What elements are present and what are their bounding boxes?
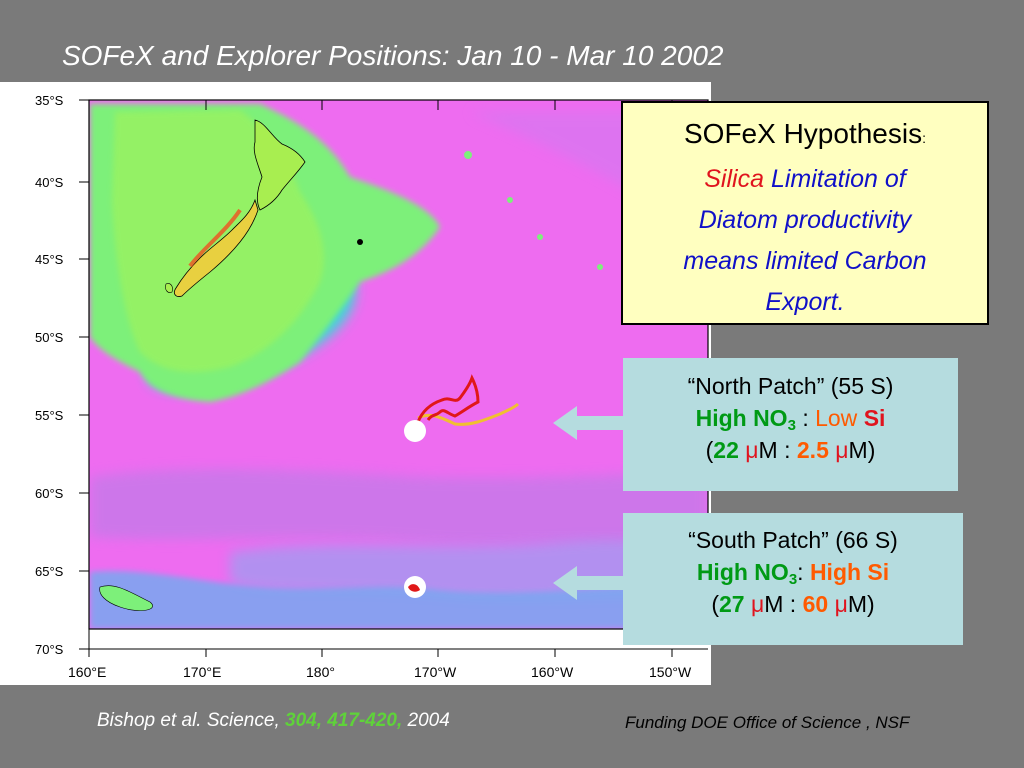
north-close-paren: ) xyxy=(867,437,876,463)
hypothesis-heading: SOFeX Hypothesis: xyxy=(623,113,987,159)
hypothesis-silica: Silica xyxy=(704,165,764,193)
south-mu-symbol-2: μ xyxy=(834,591,848,617)
north-no3-text: High NO xyxy=(695,405,788,431)
north-patch-nutrients: High NO3 : Low Si xyxy=(623,402,958,434)
citation-year: 2004 xyxy=(407,710,450,731)
ocean-map: 35°S 40°S 45°S 50°S 55°S 60°S 65°S 70°S … xyxy=(35,93,709,680)
north-no3-subscript: 3 xyxy=(787,417,796,434)
lat-tick-label: 60°S xyxy=(35,486,64,501)
south-patch-ship-track xyxy=(408,584,420,592)
lat-tick-label: 50°S xyxy=(35,330,64,345)
hypothesis-colon: : xyxy=(922,130,926,146)
funding-note: Funding DOE Office of Science , NSF xyxy=(625,713,910,732)
south-unit-m-2: M xyxy=(847,591,867,617)
south-patch-title: “South Patch” (66 S) xyxy=(688,527,898,553)
south-no3-subscript: 3 xyxy=(788,571,798,588)
south-no3-label: High NO3 xyxy=(696,559,798,588)
hypothesis-heading-text: SOFeX Hypothesis xyxy=(684,118,923,149)
new-zealand-north-island xyxy=(253,119,306,211)
south-colon: : xyxy=(789,591,797,617)
island-marker xyxy=(464,151,472,159)
lon-tick-label: 160°E xyxy=(68,664,106,680)
south-si-value: 60 xyxy=(802,591,829,617)
south-patch-values: (27 μM : 60 μM) xyxy=(623,588,963,620)
antarctic-shelf xyxy=(90,570,708,629)
south-unit-m: M xyxy=(764,591,784,617)
north-unit-m: M xyxy=(758,437,778,463)
south-open-paren: ( xyxy=(711,591,719,617)
antarctic-islands xyxy=(99,585,153,611)
north-si-level: Low xyxy=(815,405,858,431)
lat-tick-label: 55°S xyxy=(35,408,64,423)
latitude-axis: 35°S 40°S 45°S 50°S 55°S 60°S 65°S 70°S xyxy=(35,93,89,657)
south-si-text: High Si xyxy=(809,559,890,585)
north-open-paren: ( xyxy=(705,437,714,463)
north-patch-box: “North Patch” (55 S) High NO3 : Low Si (… xyxy=(623,358,958,491)
north-patch-ship-track xyxy=(416,374,480,423)
south-no3-text: High NO xyxy=(696,559,789,585)
island-marker xyxy=(597,264,603,270)
south-close-paren: ) xyxy=(867,591,875,617)
lat-tick-label: 40°S xyxy=(35,175,64,190)
hypothesis-line: means limited Carbon xyxy=(683,247,927,275)
hypothesis-line: Diatom productivity xyxy=(698,206,912,234)
north-no3-label: High NO3 xyxy=(695,405,796,434)
north-colon: : xyxy=(784,437,791,463)
map-panel: 35°S 40°S 45°S 50°S 55°S 60°S 65°S 70°S … xyxy=(0,82,711,685)
north-no3-value: 22 xyxy=(713,437,739,463)
north-mu-symbol: μ xyxy=(745,437,759,463)
hypothesis-box: SOFeX Hypothesis: Silica Limitation of D… xyxy=(621,101,989,325)
lon-tick-label: 170°E xyxy=(183,664,221,680)
north-si-label: Si xyxy=(863,405,886,431)
north-unit-m-2: M xyxy=(848,437,868,463)
north-patch-arrow xyxy=(553,406,625,440)
north-mu-symbol-2: μ xyxy=(835,437,849,463)
lat-tick-label: 70°S xyxy=(35,642,64,657)
north-separator: : xyxy=(802,405,809,431)
citation-authors: Bishop et al. Science, xyxy=(97,710,280,731)
lat-tick-label: 45°S xyxy=(35,252,64,267)
hypothesis-line1-rest: Limitation of xyxy=(770,165,906,193)
south-mu-symbol: μ xyxy=(750,591,765,617)
slide-title: SOFeX and Explorer Positions: Jan 10 - M… xyxy=(62,40,724,71)
island-marker xyxy=(537,234,543,240)
lon-tick-label: 180° xyxy=(306,664,335,680)
lon-tick-label: 160°W xyxy=(531,664,574,680)
south-no3-value: 27 xyxy=(718,591,745,617)
north-patch-marker xyxy=(404,420,426,442)
stewart-island xyxy=(165,283,173,293)
south-patch-nutrients: High NO3: High Si xyxy=(623,556,963,588)
hypothesis-line: Export. xyxy=(765,288,845,316)
citation: Bishop et al. Science, 304, 417-420, 200… xyxy=(97,710,450,732)
lon-tick-label: 170°W xyxy=(414,664,457,680)
south-separator: : xyxy=(797,559,804,585)
lat-tick-label: 65°S xyxy=(35,564,64,579)
lon-tick-label: 150°W xyxy=(649,664,692,680)
south-patch-arrow xyxy=(553,566,625,600)
north-si-value: 2.5 xyxy=(796,437,829,463)
lat-tick-label: 35°S xyxy=(35,93,64,108)
south-patch-box: “South Patch” (66 S) High NO3: High Si (… xyxy=(623,513,963,645)
deep-ocean-region xyxy=(90,469,708,552)
citation-volume: 304, 417-420, xyxy=(285,710,403,731)
longitude-axis: 160°E 170°E 180° 170°W 160°W 150°W xyxy=(68,100,692,680)
hypothesis-line: Silica Limitation of xyxy=(623,159,987,200)
north-patch-title: “North Patch” (55 S) xyxy=(687,373,894,399)
island-marker xyxy=(507,197,513,203)
north-patch-values: (22 μM : 2.5 μM) xyxy=(623,434,958,466)
island-marker xyxy=(357,239,363,245)
new-zealand-south-island xyxy=(174,198,259,297)
new-zealand-alps xyxy=(188,208,242,268)
